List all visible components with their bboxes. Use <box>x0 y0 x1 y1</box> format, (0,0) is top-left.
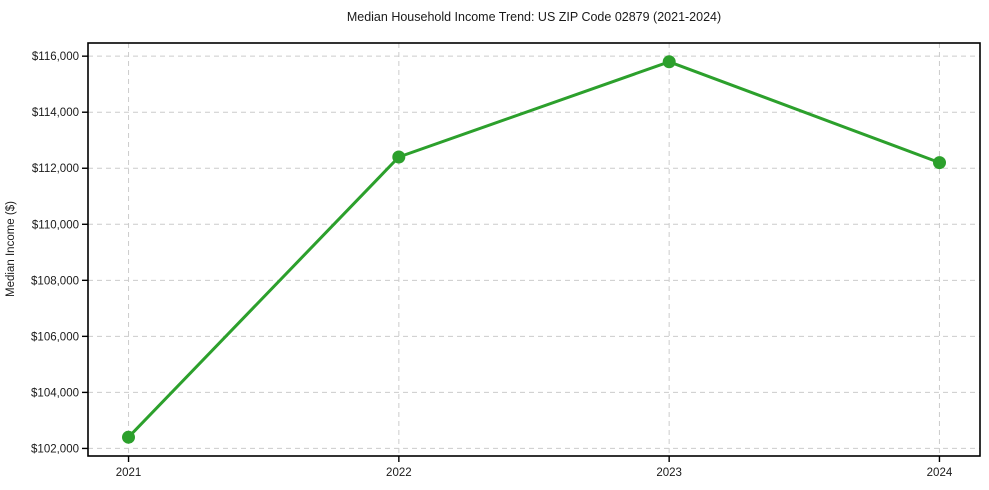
y-tick-label: $116,000 <box>32 51 79 63</box>
y-tick-label: $104,000 <box>31 387 79 399</box>
trend-line-series <box>122 55 946 444</box>
chart-title: Median Household Income Trend: US ZIP Co… <box>347 10 721 24</box>
x-tick-label: 2022 <box>386 467 412 479</box>
y-tick-label: $102,000 <box>31 443 79 455</box>
y-tick-label: $110,000 <box>32 219 79 231</box>
x-tick-label: 2021 <box>116 467 142 479</box>
data-point-2024 <box>933 156 946 170</box>
y-tick-label: $112,000 <box>32 163 79 175</box>
data-point-2022 <box>392 150 406 164</box>
axes-layer <box>82 42 981 462</box>
y-tick-label: $114,000 <box>32 107 79 119</box>
y-tick-label: $106,000 <box>31 331 79 343</box>
x-tick-label: 2024 <box>927 467 953 479</box>
plot-border <box>87 42 981 457</box>
y-tick-label: $108,000 <box>31 275 79 287</box>
y-axis-label: Median Income ($) <box>5 201 17 297</box>
x-tick-label: 2023 <box>656 467 682 479</box>
data-point-2021 <box>122 430 135 444</box>
trend-line <box>127 60 941 439</box>
tick-labels-layer: $102,000 $104,000 $106,000 $108,000 $110,000… <box>31 51 953 479</box>
data-point-2023 <box>662 55 676 69</box>
grid-layer <box>88 43 980 456</box>
